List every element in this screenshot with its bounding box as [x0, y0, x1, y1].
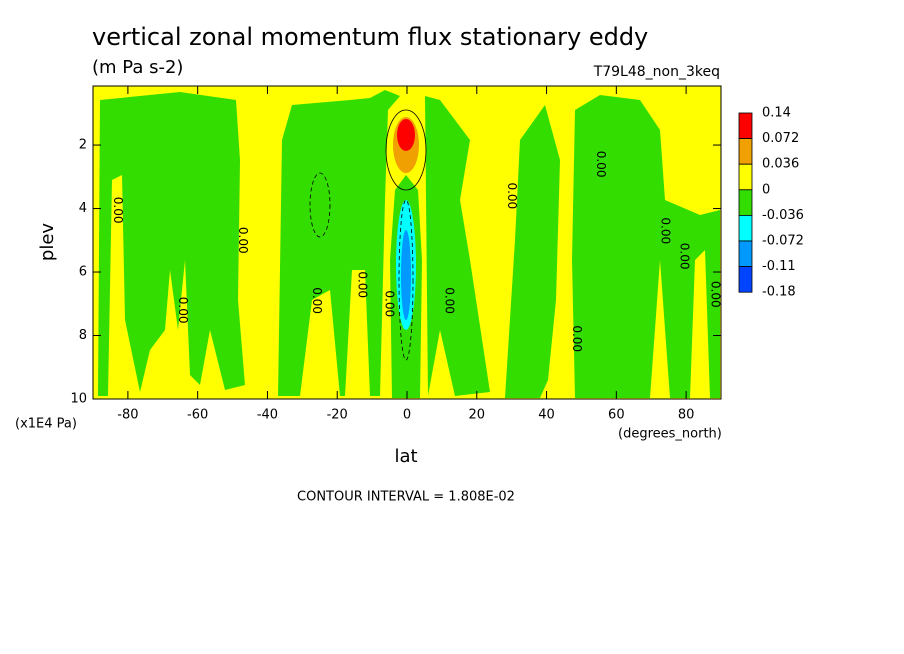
annotation: T79L48_non_3keq: [593, 64, 720, 80]
x-tick-label: 0: [403, 408, 411, 423]
region: [425, 96, 490, 396]
x-tick-label: 80: [678, 408, 695, 423]
chart-title: vertical zonal momentum flux stationary …: [92, 23, 648, 51]
subtitle: (m Pa s-2): [92, 57, 183, 78]
x-tick-label: 20: [469, 408, 486, 423]
region: [98, 92, 245, 396]
colorbar-box: [738, 138, 753, 165]
x-tick-label: 40: [538, 408, 555, 423]
colorbar-label: -0.072: [762, 234, 804, 249]
contour-label: 0.00: [678, 243, 692, 270]
region: [397, 119, 415, 151]
contour-line: [309, 172, 331, 238]
y-axis-label: plev: [37, 223, 58, 262]
colorbar-box: [738, 112, 753, 140]
colorbar-label: 0.072: [762, 131, 799, 146]
colorbar-label: -0.18: [762, 285, 796, 300]
colorbar-box: [738, 214, 753, 242]
colorbar-label: 0: [762, 182, 770, 197]
contour-label: 0.00: [659, 217, 673, 244]
contour-field: [93, 86, 721, 399]
contour-label: 0.00: [709, 281, 723, 308]
colorbar-label: -0.036: [762, 208, 804, 223]
x-axis-label: lat: [394, 446, 417, 467]
region: [505, 105, 560, 398]
colorbar-label: -0.11: [762, 259, 796, 274]
contour-label: 0.00: [594, 151, 608, 178]
x-tick-label: -20: [327, 408, 348, 423]
y-tick-label: 6: [79, 265, 87, 280]
contour-label: 0.00: [236, 227, 250, 254]
y-tick-label: 10: [70, 392, 87, 407]
colorbar-label: 0.14: [762, 106, 791, 121]
contour-label: 0.00: [176, 297, 190, 324]
region: [401, 230, 411, 320]
y-tick-label: 8: [79, 328, 87, 343]
y-tick-label: 2: [79, 138, 87, 153]
colorbar-label: 0.036: [762, 157, 799, 172]
contour-line: [398, 199, 414, 361]
y-tick-label: 4: [79, 201, 87, 216]
y-unit: (x1E4 Pa): [15, 417, 77, 432]
region: [278, 90, 400, 396]
contour-line: [385, 109, 427, 191]
colorbar-box: [738, 163, 753, 191]
x-tick-label: 60: [608, 408, 625, 423]
region: [572, 95, 720, 398]
x-unit: (degrees_north): [618, 427, 722, 442]
x-tick-label: -80: [117, 408, 138, 423]
contour-label: 0.00: [111, 197, 125, 224]
contour-label: 0.00: [355, 271, 369, 298]
contour-label: 0.00: [442, 287, 456, 314]
contour-label: 0.00: [505, 182, 519, 209]
contour-label: 0.00: [310, 287, 324, 314]
colorbar-box: [738, 266, 753, 293]
x-tick-label: -40: [257, 408, 278, 423]
contour-label: 0.00: [570, 325, 584, 352]
colorbar-box: [738, 189, 753, 216]
x-tick-label: -60: [187, 408, 208, 423]
colorbar-box: [738, 240, 753, 268]
contour-label: 0.00: [383, 290, 397, 317]
contour-interval: CONTOUR INTERVAL = 1.808E-02: [297, 490, 515, 505]
